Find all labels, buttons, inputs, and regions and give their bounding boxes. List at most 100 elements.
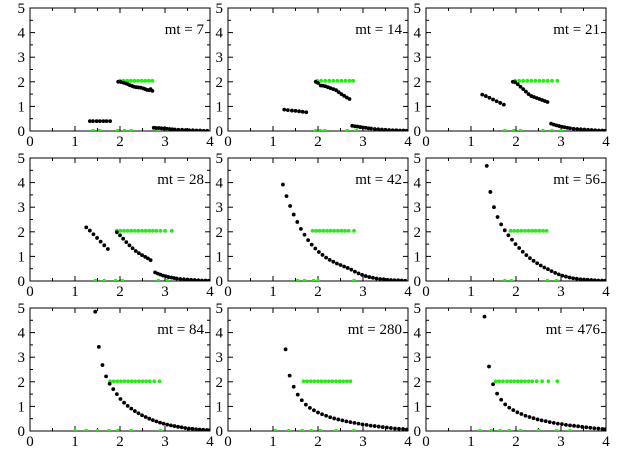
- y-tick-label: 2: [18, 225, 26, 241]
- black-point: [480, 92, 485, 97]
- black-point: [150, 418, 155, 423]
- y-tick-label: 5: [18, 151, 26, 167]
- black-point: [491, 382, 495, 387]
- black-point: [589, 128, 594, 131]
- x-tick-label: 4: [206, 284, 214, 300]
- green-point: [533, 228, 538, 233]
- green-point: [308, 379, 313, 384]
- black-point: [306, 238, 310, 243]
- x-tick-label: 2: [116, 284, 124, 300]
- green-point: [331, 78, 336, 83]
- green-point: [139, 78, 144, 83]
- black-point: [93, 309, 98, 314]
- black-point: [309, 242, 314, 247]
- panel-8: 0 1 2 3 4 0 1 2 3 4 5 mt = 280: [216, 301, 413, 450]
- black-point: [390, 128, 395, 131]
- x-tick-label: 0: [224, 134, 232, 150]
- black-point: [383, 127, 388, 131]
- black-point: [600, 278, 604, 281]
- green-point: [312, 379, 317, 384]
- green-point: [316, 379, 320, 384]
- green-point: [154, 228, 159, 233]
- black-point: [580, 424, 585, 429]
- black-point: [596, 128, 601, 131]
- black-point: [308, 405, 312, 410]
- black-point: [384, 425, 389, 430]
- black-point: [182, 277, 186, 281]
- black-point: [87, 119, 92, 124]
- y-tick-label: 0: [216, 274, 224, 290]
- black-point: [397, 426, 401, 431]
- black-point: [376, 127, 381, 131]
- black-point: [543, 419, 548, 424]
- black-point: [201, 427, 206, 431]
- black-point: [596, 278, 601, 281]
- black-point: [91, 232, 96, 237]
- green-point: [113, 278, 118, 281]
- y-tick-label: 2: [414, 375, 422, 391]
- black-point: [320, 412, 324, 417]
- black-point: [567, 275, 572, 280]
- y-tick-label: 4: [18, 26, 26, 42]
- black-point: [560, 422, 564, 427]
- green-point: [323, 78, 328, 83]
- y-tick-label: 0: [414, 424, 422, 440]
- panel-points: [282, 78, 408, 131]
- green-point: [529, 78, 534, 83]
- green-point: [521, 78, 526, 83]
- green-point: [302, 278, 307, 281]
- black-point: [518, 84, 523, 89]
- green-point: [489, 428, 494, 431]
- y-tick-label: 3: [18, 350, 26, 366]
- green-point: [118, 228, 123, 233]
- green-point: [497, 379, 502, 384]
- black-point: [192, 278, 197, 281]
- black-point: [380, 425, 385, 429]
- black-point: [523, 413, 528, 418]
- green-point: [106, 428, 111, 431]
- green-point: [525, 78, 530, 83]
- y-tick-label: 4: [414, 176, 422, 192]
- black-point: [196, 278, 201, 281]
- x-tick-label: 4: [206, 134, 214, 150]
- black-point: [367, 275, 372, 279]
- panel-points: [478, 314, 606, 431]
- x-tick-label: 4: [404, 134, 412, 150]
- green-point: [137, 379, 141, 384]
- x-tick-label: 1: [269, 284, 277, 300]
- green-point: [507, 428, 512, 431]
- black-point: [291, 212, 296, 217]
- black-point: [603, 278, 606, 281]
- green-point: [523, 228, 527, 233]
- black-point: [295, 392, 300, 397]
- x-tick-label: 0: [224, 284, 232, 300]
- y-tick-label: 2: [414, 225, 422, 241]
- black-point: [549, 269, 554, 274]
- black-point: [603, 427, 606, 431]
- green-point: [509, 278, 514, 281]
- x-tick-label: 0: [26, 434, 34, 450]
- green-point: [122, 379, 127, 384]
- black-point: [515, 410, 520, 415]
- black-point: [284, 194, 289, 199]
- green-point: [351, 78, 355, 83]
- black-point: [404, 128, 408, 131]
- panel-points: [84, 225, 210, 281]
- black-point: [575, 127, 580, 131]
- green-point: [518, 428, 523, 431]
- black-point: [183, 128, 188, 131]
- black-point: [327, 257, 332, 262]
- green-point: [555, 78, 560, 83]
- green-point: [156, 278, 161, 281]
- y-tick-label: 3: [414, 200, 422, 216]
- black-point: [291, 384, 296, 389]
- y-tick-label: 5: [18, 301, 26, 317]
- black-point: [503, 402, 508, 407]
- green-point: [544, 228, 549, 233]
- y-tick-label: 3: [216, 350, 224, 366]
- black-point: [531, 258, 536, 263]
- y-tick-label: 5: [414, 151, 422, 167]
- black-point: [283, 347, 288, 352]
- black-point: [191, 128, 195, 131]
- black-point: [140, 253, 144, 258]
